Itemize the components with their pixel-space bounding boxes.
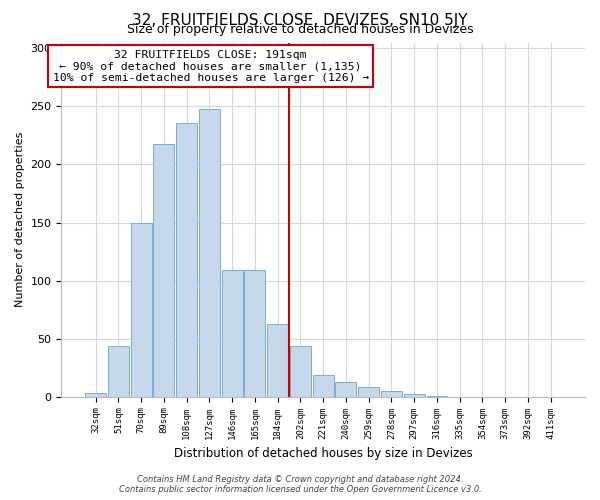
Text: Contains HM Land Registry data © Crown copyright and database right 2024.
Contai: Contains HM Land Registry data © Crown c… bbox=[119, 474, 481, 494]
X-axis label: Distribution of detached houses by size in Devizes: Distribution of detached houses by size … bbox=[174, 447, 473, 460]
Bar bbox=[199, 108, 220, 397]
Bar bbox=[381, 391, 402, 396]
Bar bbox=[404, 394, 425, 396]
Bar bbox=[313, 374, 334, 396]
Bar bbox=[335, 382, 356, 396]
Bar bbox=[244, 270, 265, 396]
Bar bbox=[108, 346, 129, 397]
Bar bbox=[267, 324, 288, 396]
Text: 32, FRUITFIELDS CLOSE, DEVIZES, SN10 5JY: 32, FRUITFIELDS CLOSE, DEVIZES, SN10 5JY bbox=[132, 12, 468, 28]
Text: 32 FRUITFIELDS CLOSE: 191sqm
← 90% of detached houses are smaller (1,135)
10% of: 32 FRUITFIELDS CLOSE: 191sqm ← 90% of de… bbox=[53, 50, 369, 83]
Bar bbox=[85, 393, 106, 396]
Bar bbox=[222, 270, 242, 396]
Text: Size of property relative to detached houses in Devizes: Size of property relative to detached ho… bbox=[127, 22, 473, 36]
Bar bbox=[290, 346, 311, 397]
Bar bbox=[131, 222, 152, 396]
Bar bbox=[176, 122, 197, 396]
Y-axis label: Number of detached properties: Number of detached properties bbox=[15, 132, 25, 308]
Bar bbox=[154, 144, 175, 396]
Bar bbox=[358, 388, 379, 396]
